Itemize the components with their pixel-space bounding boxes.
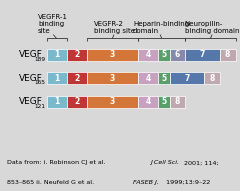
Text: 8: 8 (209, 74, 215, 83)
Text: 8: 8 (175, 97, 180, 106)
Bar (170, 72, 204, 84)
Text: 121: 121 (35, 104, 46, 109)
Text: VEGF: VEGF (19, 50, 43, 59)
Text: J Cell Sci.: J Cell Sci. (150, 160, 179, 165)
Bar (66, 72, 87, 84)
Text: 8: 8 (225, 50, 230, 59)
Text: 1: 1 (54, 50, 59, 59)
Bar (66, 96, 87, 108)
Text: VEGFR-2
binding site: VEGFR-2 binding site (94, 21, 135, 34)
Bar (138, 72, 158, 84)
Bar (47, 72, 66, 84)
Text: 1: 1 (54, 97, 59, 106)
Text: 2001; 114;: 2001; 114; (182, 160, 219, 165)
Bar (66, 49, 87, 61)
Text: 2: 2 (74, 97, 79, 106)
Bar (204, 72, 220, 84)
Bar (87, 96, 138, 108)
Bar (87, 49, 138, 61)
Bar (47, 96, 66, 108)
Bar (158, 49, 170, 61)
Text: 3: 3 (110, 50, 115, 59)
Bar (87, 72, 138, 84)
Text: Heparin-binding
domain: Heparin-binding domain (133, 21, 189, 34)
Bar (138, 49, 158, 61)
Text: 3: 3 (110, 97, 115, 106)
Bar (170, 49, 185, 61)
Text: 1: 1 (54, 74, 59, 83)
Text: 2: 2 (74, 50, 79, 59)
Text: Data from: i. Robinson CJ et al.: Data from: i. Robinson CJ et al. (7, 160, 108, 165)
Bar (220, 49, 235, 61)
Text: 7: 7 (200, 50, 205, 59)
Text: 4: 4 (145, 97, 151, 106)
Text: 7: 7 (184, 74, 190, 83)
Bar (170, 96, 185, 108)
Text: 6: 6 (175, 50, 180, 59)
Bar (185, 49, 220, 61)
Text: 3: 3 (110, 74, 115, 83)
Text: 4: 4 (145, 74, 151, 83)
Text: Neuropilin-
binding domain: Neuropilin- binding domain (185, 21, 239, 34)
Bar (158, 72, 170, 84)
Text: VEGFR-1
binding
site: VEGFR-1 binding site (38, 14, 68, 34)
Text: 5: 5 (161, 74, 167, 83)
Text: 165: 165 (35, 80, 46, 85)
Bar (47, 49, 66, 61)
Text: FASEB J.: FASEB J. (133, 180, 159, 185)
Text: 189: 189 (35, 57, 46, 62)
Text: 5: 5 (161, 50, 167, 59)
Bar (158, 96, 170, 108)
Text: 4: 4 (145, 50, 151, 59)
Text: VEGF: VEGF (19, 97, 43, 106)
Text: 2: 2 (74, 74, 79, 83)
Text: 1999;13:9–22: 1999;13:9–22 (164, 180, 211, 185)
Text: 5: 5 (161, 97, 167, 106)
Bar (138, 96, 158, 108)
Text: VEGF: VEGF (19, 74, 43, 83)
Text: 853–865 ii. Neufeld G et al.: 853–865 ii. Neufeld G et al. (7, 180, 96, 185)
